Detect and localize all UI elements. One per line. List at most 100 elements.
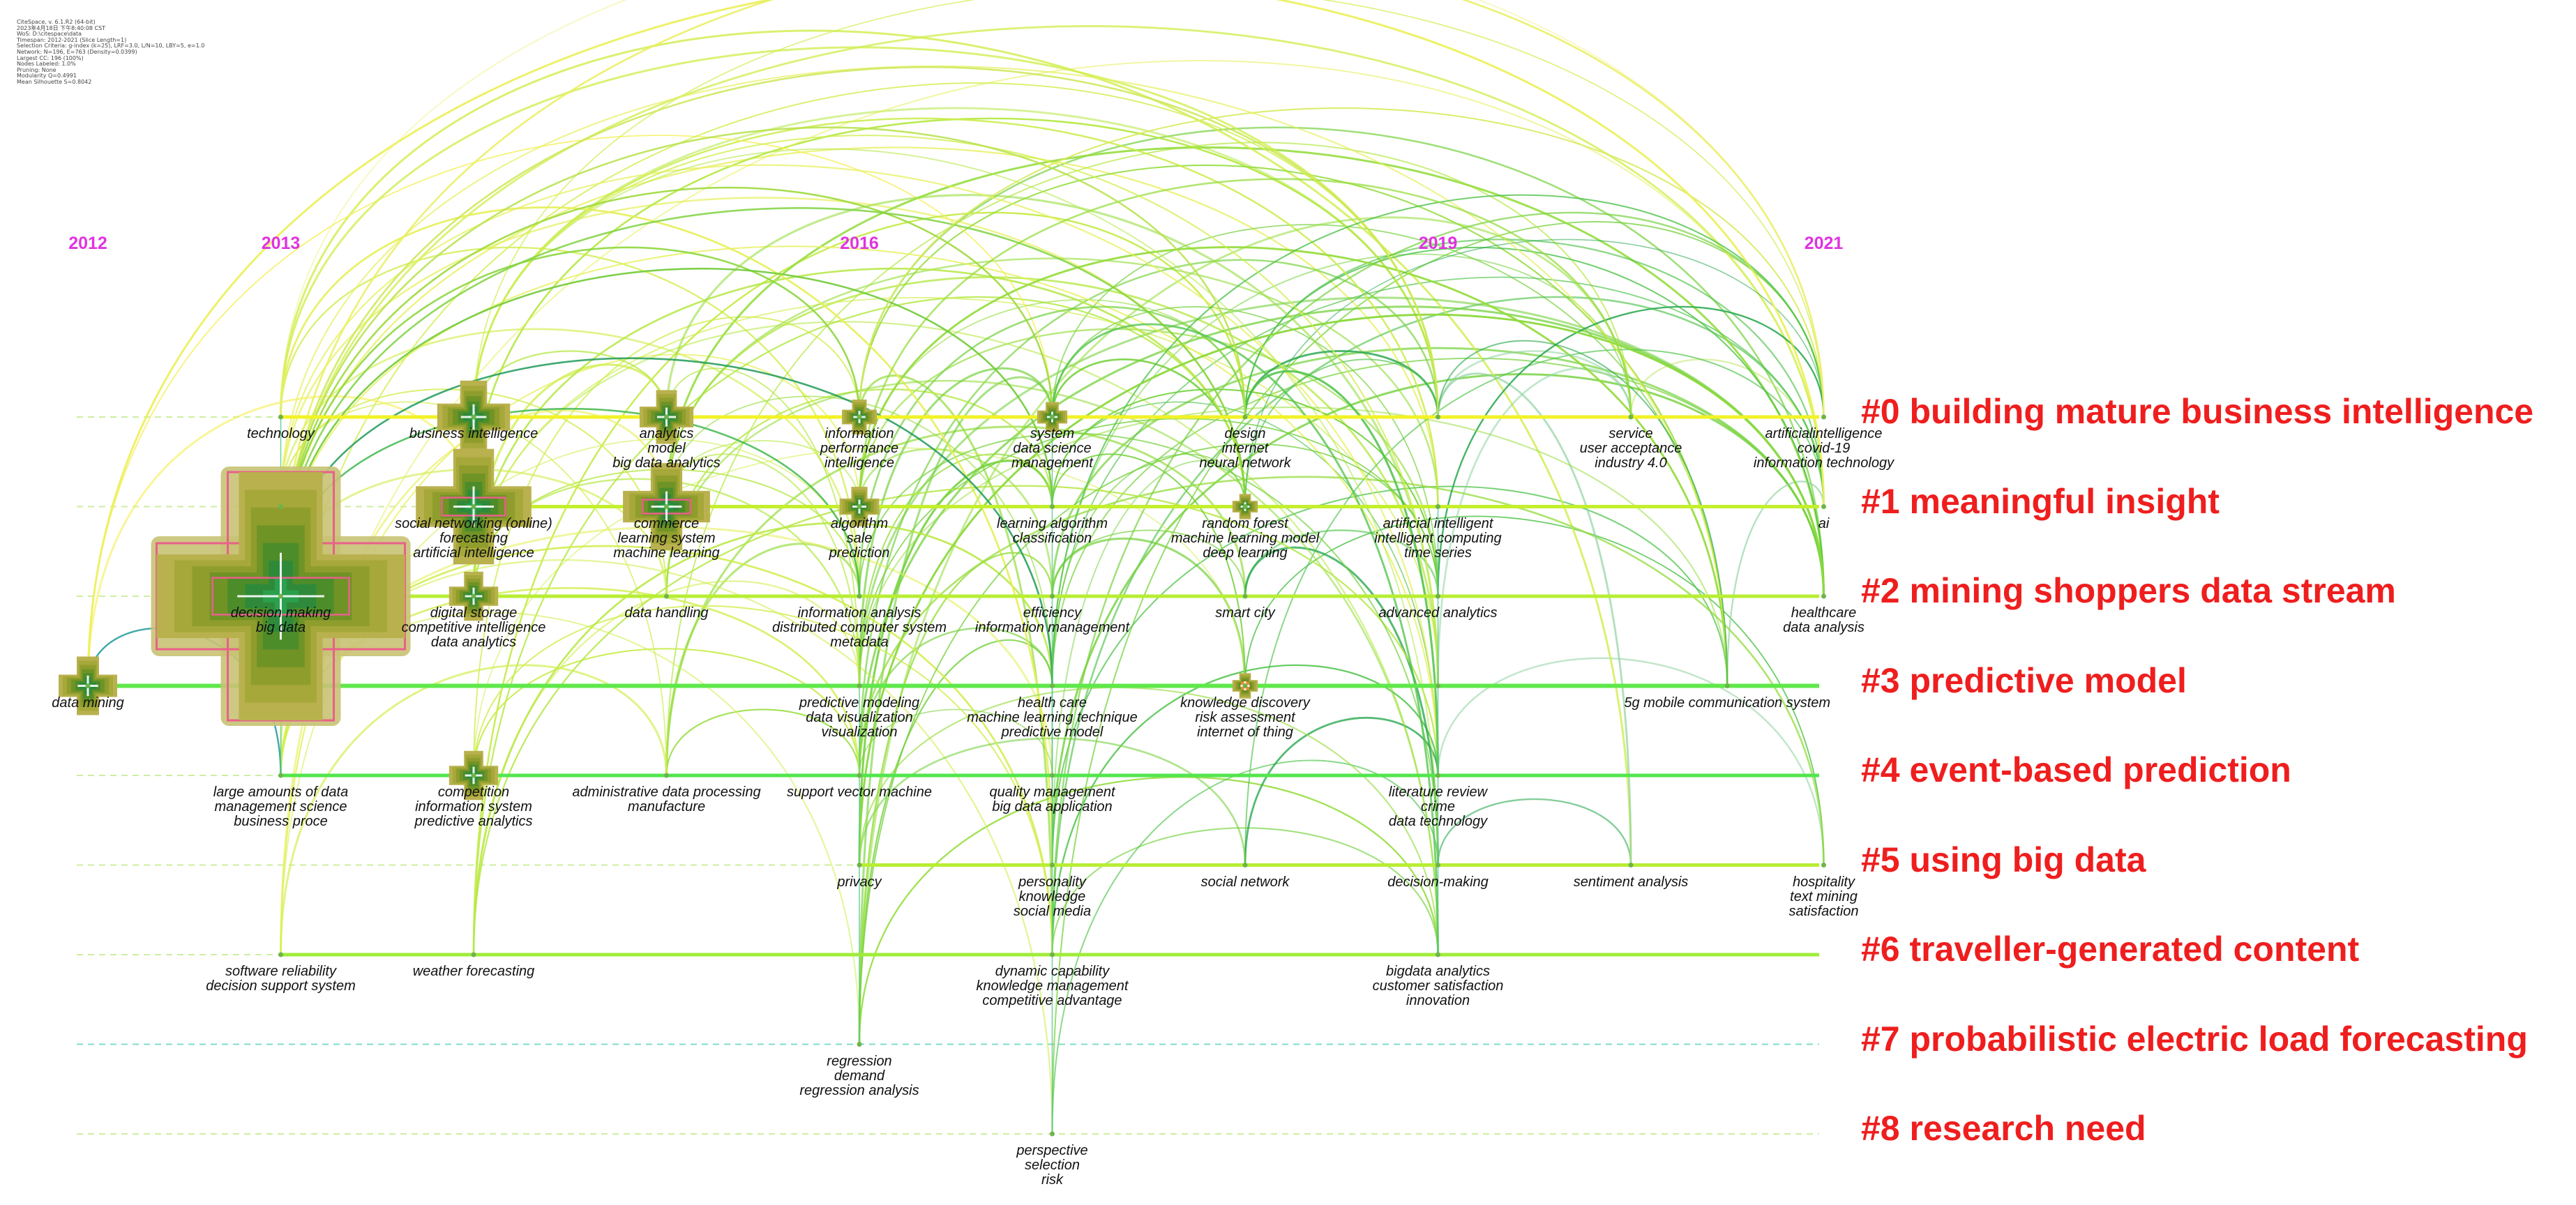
keyword-label: dynamic capability knowledge management … xyxy=(976,964,1129,1008)
link-arc xyxy=(280,206,1053,865)
link-arc xyxy=(86,395,475,686)
anchor-dot xyxy=(1242,863,1248,867)
keyword-label: commerce learning system machine learnin… xyxy=(613,515,720,561)
link-arc xyxy=(858,165,1728,686)
year-label-2013: 2013 xyxy=(261,234,301,253)
anchor-dot xyxy=(1821,593,1826,599)
keyword-label: health care machine learning technique p… xyxy=(967,695,1138,740)
link-arc xyxy=(280,246,861,597)
keyword-label: design internet neural network xyxy=(1199,426,1291,471)
anchor-dot xyxy=(1242,414,1248,420)
link-arc xyxy=(858,432,1439,865)
link-arc xyxy=(858,178,1632,507)
keyword-label: information performance intelligence xyxy=(820,426,899,471)
info-block: CiteSpace, v. 6.1.R2 (64-bit) 2023年4月18日… xyxy=(17,19,205,85)
anchor-dot xyxy=(471,773,476,778)
keyword-label: technology xyxy=(247,426,315,441)
anchor-dot xyxy=(857,863,862,867)
keyword-label: large amounts of data management science… xyxy=(213,785,349,829)
keyword-label: service user acceptance industry 4.0 xyxy=(1579,426,1682,471)
link-arc xyxy=(1051,211,1825,955)
anchor-dot xyxy=(857,1042,862,1047)
link-arc xyxy=(473,648,860,776)
anchor-dot xyxy=(664,414,669,420)
link-arc xyxy=(280,25,1825,597)
anchor-dot xyxy=(1050,414,1055,420)
anchor-dot xyxy=(664,504,669,509)
anchor-dot xyxy=(1628,414,1634,420)
keyword-label: artificial intelligent intelligent compu… xyxy=(1374,515,1502,561)
link-arc xyxy=(665,257,1439,507)
keyword-label: system data science management xyxy=(1011,426,1093,471)
anchor-dot xyxy=(278,504,283,509)
link-arc xyxy=(473,605,1053,955)
link-arc xyxy=(280,267,1053,597)
link-arc xyxy=(1244,349,1825,865)
cluster-label-1: #1 meaningful insight xyxy=(1861,481,2220,521)
keyword-label: support vector machine xyxy=(787,785,932,800)
anchor-dot xyxy=(1050,1131,1055,1137)
anchor-dot xyxy=(1436,863,1440,867)
anchor-dot xyxy=(857,683,862,688)
link-arc xyxy=(858,259,1439,776)
keyword-label: 5g mobile communication system xyxy=(1624,695,1831,711)
keyword-node xyxy=(639,390,694,444)
link-arc xyxy=(859,453,1053,686)
keyword-label: quality management big data application xyxy=(989,785,1115,814)
link-arc xyxy=(1051,485,1728,865)
link-arc xyxy=(1051,759,1439,1135)
link-arc xyxy=(280,0,1825,418)
link-arc xyxy=(1051,323,1439,955)
link-arc xyxy=(1437,657,1825,865)
keyword-label: competition information system predictiv… xyxy=(414,785,533,829)
link-arc xyxy=(280,66,1439,597)
link-arc xyxy=(665,194,1440,686)
keyword-label: perspective selection risk xyxy=(1016,1143,1088,1188)
anchor-dot xyxy=(1821,504,1826,509)
link-arc xyxy=(858,476,1825,865)
keyword-label: knowledge discovery risk assessment inte… xyxy=(1180,695,1310,740)
keyword-label: business intelligence xyxy=(409,426,538,441)
keyword-label: smart city xyxy=(1215,605,1275,621)
anchor-dot xyxy=(1436,952,1440,957)
keyword-node xyxy=(623,463,710,550)
link-arc xyxy=(280,207,1246,597)
link-arc xyxy=(858,305,1246,597)
keyword-label: analytics model big data analytics xyxy=(612,426,721,471)
cluster-label-4: #4 event-based prediction xyxy=(1861,750,2291,789)
keyword-label: hospitality text mining satisfaction xyxy=(1788,874,1859,919)
link-arc xyxy=(665,708,861,776)
anchor-dot xyxy=(1050,863,1055,867)
anchor-dot xyxy=(1050,504,1055,509)
link-arc xyxy=(280,65,1728,686)
link-arc xyxy=(279,664,668,955)
link-arc xyxy=(1051,388,1439,597)
cluster-label-7: #7 probabilistic electric load forecasti… xyxy=(1861,1019,2528,1059)
anchor-dot xyxy=(471,952,476,957)
link-arc xyxy=(472,522,1053,955)
link-arc xyxy=(1244,370,1440,776)
keyword-label: advanced analytics xyxy=(1378,605,1498,621)
link-arc xyxy=(1244,238,1825,507)
anchor-dot xyxy=(1436,414,1440,420)
link-arc xyxy=(472,321,1439,955)
keyword-label: artificialintelligence covid-19 informat… xyxy=(1753,426,1895,471)
link-arc xyxy=(1244,515,1825,865)
anchor-dot xyxy=(857,593,862,599)
keyword-label: weather forecasting xyxy=(412,964,535,979)
anchor-dot xyxy=(1821,863,1826,867)
keyword-label: information analysis distributed compute… xyxy=(771,605,947,650)
link-arc xyxy=(280,126,1246,597)
keyword-label: data handling xyxy=(624,605,709,621)
anchor-dot xyxy=(471,593,476,599)
anchor-dot xyxy=(1050,593,1055,599)
keyword-label: ai xyxy=(1818,515,1830,531)
link-arc xyxy=(280,164,1439,776)
cluster-label-3: #3 predictive model xyxy=(1861,660,2187,700)
link-arc xyxy=(473,316,860,776)
link-arc xyxy=(1437,798,1632,865)
year-label-2016: 2016 xyxy=(840,234,879,253)
link-arc xyxy=(1244,716,1439,865)
link-arc xyxy=(280,46,1439,418)
keyword-label: regression demand regression analysis xyxy=(799,1053,919,1098)
